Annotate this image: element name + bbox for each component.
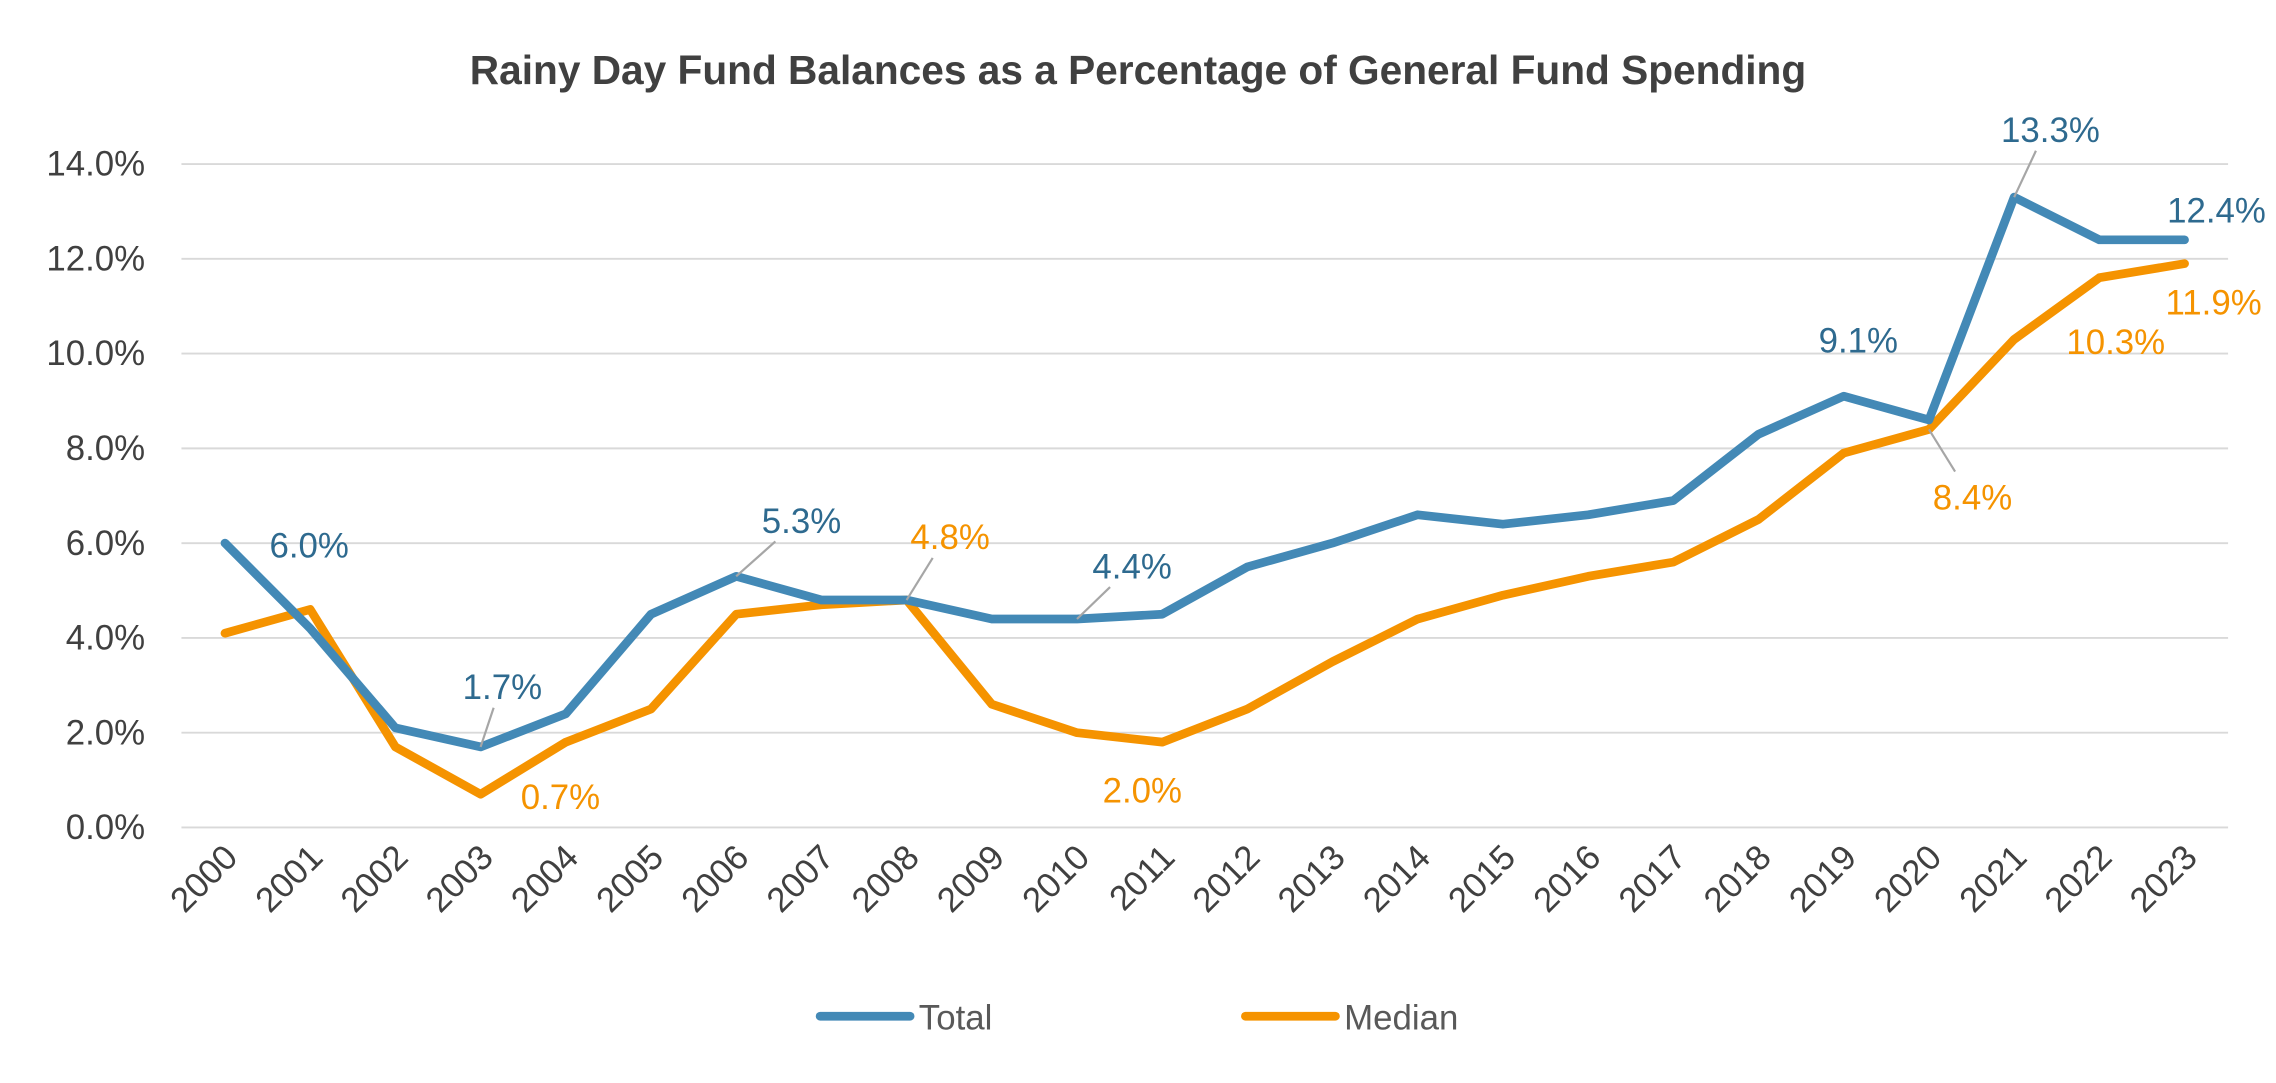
y-tick-label: 0.0%	[66, 808, 145, 847]
series-line-total	[220, 192, 2189, 752]
leader-line	[479, 707, 495, 748]
legend-item-total: Total	[815, 998, 993, 1037]
x-tick-label: 2023	[2122, 838, 2204, 920]
x-tick-label: 2010	[1015, 838, 1097, 920]
legend-label: Median	[1344, 998, 1458, 1037]
y-tick-label: 8.0%	[66, 429, 145, 468]
leader-line	[735, 540, 777, 578]
x-tick-label: 2021	[1952, 838, 2034, 920]
x-tick-label: 2001	[248, 838, 330, 920]
x-tick-label: 2020	[1867, 838, 1949, 920]
data-label: 13.3%	[2001, 111, 2100, 150]
x-tick-label: 2008	[844, 838, 926, 920]
x-tick-label: 2011	[1102, 838, 1183, 919]
x-tick-label: 2007	[759, 838, 841, 920]
x-tick-label: 2006	[674, 838, 756, 920]
x-tick-label: 2002	[333, 838, 415, 920]
x-tick-label: 2013	[1270, 838, 1352, 920]
y-tick-label: 12.0%	[46, 239, 145, 278]
x-tick-label: 2000	[163, 838, 245, 920]
data-label: 8.4%	[1933, 478, 2012, 517]
data-label: 4.4%	[1092, 547, 1171, 586]
data-label: 4.8%	[910, 518, 989, 557]
data-label: 10.3%	[2066, 323, 2165, 362]
legend-item-median: Median	[1241, 998, 1458, 1037]
data-label: 11.9%	[2166, 283, 2262, 322]
legend-label: Total	[919, 998, 993, 1037]
data-label: 0.7%	[521, 778, 600, 817]
data-label: 2.0%	[1103, 771, 1182, 810]
leader-line	[1928, 428, 1957, 473]
x-tick-label: 2019	[1782, 838, 1864, 920]
y-tick-label: 2.0%	[66, 713, 145, 752]
data-label: 6.0%	[269, 527, 348, 566]
chart-title: Rainy Day Fund Balances as a Percentage …	[470, 47, 1806, 93]
x-tick-label: 2016	[1526, 838, 1608, 920]
x-tick-label: 2014	[1356, 838, 1438, 920]
x-tick-label: 2012	[1185, 838, 1267, 920]
leader-line	[2013, 150, 2037, 198]
leader-line	[905, 557, 934, 601]
y-tick-label: 14.0%	[46, 145, 145, 184]
y-tick-label: 10.0%	[46, 334, 145, 373]
data-label: 5.3%	[762, 502, 841, 541]
y-tick-label: 4.0%	[66, 619, 145, 658]
data-label: 1.7%	[463, 668, 542, 707]
x-tick-label: 2017	[1611, 838, 1693, 920]
x-tick-label: 2004	[504, 838, 586, 920]
series-line-median	[220, 259, 2189, 799]
x-tick-label: 2005	[589, 838, 671, 920]
y-tick-label: 6.0%	[66, 524, 145, 563]
x-tick-label: 2009	[930, 838, 1012, 920]
x-tick-label: 2018	[1696, 838, 1778, 920]
x-tick-label: 2022	[2037, 838, 2119, 920]
data-label: 12.4%	[2167, 191, 2266, 230]
leader-line	[1076, 586, 1111, 620]
x-tick-label: 2003	[418, 838, 500, 920]
data-label: 9.1%	[1819, 322, 1898, 361]
x-tick-label: 2015	[1441, 838, 1523, 920]
